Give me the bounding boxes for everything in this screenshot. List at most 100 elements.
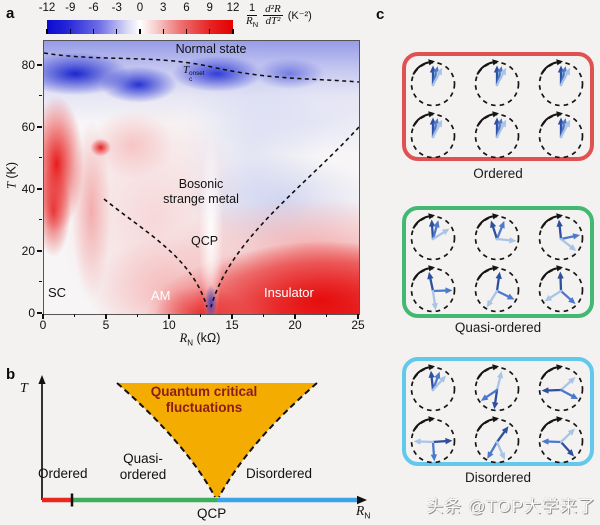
x-minor-tick bbox=[326, 314, 327, 317]
b-t-axis-label: T bbox=[20, 381, 28, 396]
x-tick-label: 0 bbox=[39, 318, 47, 332]
qcp-label: QCP bbox=[191, 234, 219, 248]
am-label: AM bbox=[151, 288, 171, 303]
colorbar-tick bbox=[185, 29, 188, 34]
spin-circle bbox=[474, 213, 520, 261]
colorbar-tick-label: 9 bbox=[206, 2, 213, 14]
colorbar-tick-label: 6 bbox=[183, 2, 190, 14]
colorbar-units: (K⁻²) bbox=[287, 10, 312, 23]
x-tick bbox=[294, 314, 296, 319]
fan-left-dashed bbox=[116, 382, 216, 498]
panel-b-label: b bbox=[6, 366, 16, 383]
ordered-box bbox=[402, 52, 594, 161]
spin-circle bbox=[538, 111, 584, 159]
spin-circle bbox=[474, 416, 520, 464]
y-tick-label: 40 bbox=[21, 181, 35, 196]
qcp-right-branch bbox=[210, 126, 359, 308]
colorbar-tick bbox=[116, 29, 118, 34]
x-tick-label: 25 bbox=[351, 318, 365, 332]
y-minor-tick bbox=[39, 95, 42, 97]
colorbar-tick bbox=[92, 29, 95, 34]
c-disordered-label: Disordered bbox=[464, 470, 532, 485]
spin-circle bbox=[474, 364, 520, 412]
y-minor-tick bbox=[39, 281, 42, 283]
colorbar-tick-label: 12 bbox=[226, 2, 240, 14]
spin-circle bbox=[474, 111, 520, 159]
x-tick bbox=[168, 314, 170, 319]
colorbar-unit-label: 1 RN d²R dT² (K⁻²) bbox=[246, 2, 312, 29]
x-tick bbox=[357, 314, 359, 319]
y-tick-label: 20 bbox=[21, 243, 35, 258]
quasi-ordered-box bbox=[402, 206, 594, 318]
spin-circle bbox=[410, 111, 456, 159]
x-axis-title: RN (kΩ) bbox=[179, 331, 221, 348]
spin-circle bbox=[538, 59, 584, 107]
quantum-critical-fan bbox=[117, 383, 317, 497]
disordered-box bbox=[402, 357, 594, 466]
spin-circle bbox=[474, 59, 520, 107]
y-tick bbox=[37, 188, 42, 190]
x-minor-tick bbox=[263, 314, 264, 317]
watermark: 头条 @TOP大学来了 bbox=[426, 497, 596, 516]
b-quasi-ordered-label: Quasi- ordered bbox=[119, 451, 167, 483]
b-qcp-label: QCP bbox=[197, 506, 227, 521]
spin-circle bbox=[474, 265, 520, 313]
colorbar-tick-label: -6 bbox=[88, 2, 99, 14]
dashed-boundaries bbox=[44, 52, 359, 308]
insulator-label: Insulator bbox=[264, 285, 314, 300]
x-tick-label: 10 bbox=[162, 318, 176, 332]
y-tick bbox=[37, 250, 42, 252]
c-quasi-ordered-label: Quasi-ordered bbox=[454, 320, 542, 335]
spin-circle bbox=[538, 265, 584, 313]
colorbar-tick bbox=[69, 29, 71, 34]
fan-right-dashed bbox=[218, 382, 318, 498]
colorbar-tick-label: -12 bbox=[38, 2, 56, 14]
y-tick bbox=[37, 312, 42, 314]
x-tick bbox=[231, 314, 233, 319]
sc-label: SC bbox=[48, 285, 67, 300]
colorbar-tick bbox=[209, 29, 211, 34]
spin-circle bbox=[538, 213, 584, 261]
y-tick-label: 80 bbox=[21, 57, 35, 72]
y-tick bbox=[37, 64, 42, 66]
x-tick-label: 20 bbox=[288, 318, 302, 332]
spin-circle bbox=[410, 59, 456, 107]
panel-b-diagram bbox=[38, 375, 367, 507]
t-axis-arrowhead bbox=[38, 375, 46, 384]
fraction-d2r-dt2: d²R dT² bbox=[263, 2, 283, 28]
y-tick bbox=[37, 126, 42, 128]
x-tick-label: 15 bbox=[225, 318, 239, 332]
tc-onset-line bbox=[44, 52, 359, 83]
panel-c-label: c bbox=[376, 6, 385, 23]
qcp-left-branch bbox=[103, 198, 208, 308]
colorbar-tick-label: -3 bbox=[111, 2, 122, 14]
y-tick-label: 0 bbox=[28, 306, 35, 320]
y-minor-tick bbox=[39, 219, 42, 221]
x-tick-label: 5 bbox=[102, 318, 110, 332]
spin-circle bbox=[538, 364, 584, 412]
colorbar-tick bbox=[139, 29, 141, 34]
r-axis-arrowhead bbox=[357, 495, 367, 505]
normal-state-label: Normal state bbox=[175, 42, 247, 56]
c-ordered-label: Ordered bbox=[473, 166, 523, 181]
colorbar-tick bbox=[232, 29, 234, 34]
spin-circle bbox=[410, 416, 456, 464]
colorbar-tick bbox=[46, 29, 48, 34]
colorbar-tick-label: -9 bbox=[65, 2, 76, 14]
y-minor-tick bbox=[39, 157, 42, 159]
fraction-one-over-rn: 1 RN bbox=[246, 2, 259, 29]
b-r-axis-label: RN bbox=[356, 503, 371, 521]
bosonic-strange-metal-label: Bosonic strange metal bbox=[163, 177, 239, 206]
x-tick bbox=[105, 314, 107, 319]
spin-circle bbox=[410, 364, 456, 412]
b-ordered-label: Ordered bbox=[38, 466, 88, 481]
colorbar-tick bbox=[162, 29, 164, 34]
x-minor-tick bbox=[137, 314, 138, 317]
colorbar-tick-label: 0 bbox=[136, 2, 144, 14]
x-minor-tick bbox=[74, 314, 75, 317]
spin-circle bbox=[410, 265, 456, 313]
quantum-critical-fluctuations-label: Quantum critical fluctuations bbox=[150, 384, 258, 415]
